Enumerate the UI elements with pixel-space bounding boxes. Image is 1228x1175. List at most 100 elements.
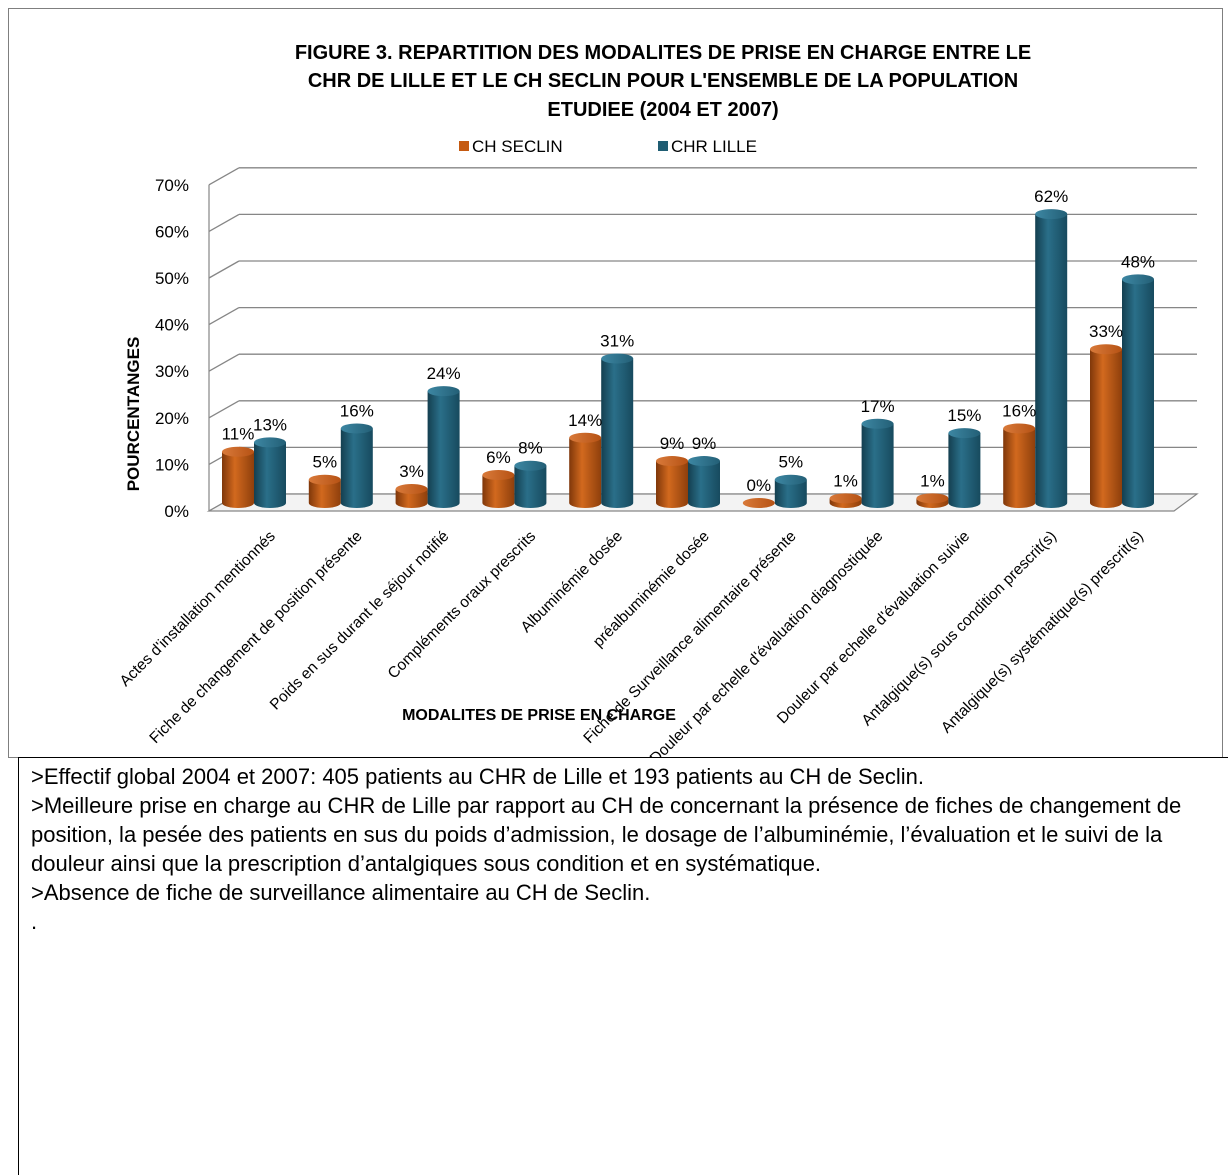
bar-body <box>395 489 428 508</box>
bar <box>861 418 894 508</box>
bar <box>395 484 428 508</box>
bar-body <box>601 358 634 508</box>
bar-top <box>601 353 634 364</box>
bar-body <box>514 465 547 508</box>
bar-top <box>688 456 720 467</box>
y-tick-label: 40% <box>155 316 189 335</box>
bar-top <box>482 470 515 481</box>
gridline-side <box>208 167 240 186</box>
bar <box>948 428 981 508</box>
bar <box>514 460 547 508</box>
bar-top <box>829 493 862 504</box>
chart-title-line-1: FIGURE 3. REPARTITION DES MODALITES DE P… <box>295 42 1031 64</box>
bar <box>308 474 341 508</box>
data-label: 3% <box>399 462 424 481</box>
bar <box>1122 274 1154 508</box>
data-label: 31% <box>600 332 634 351</box>
data-label: 48% <box>1121 252 1155 271</box>
bar <box>688 456 720 508</box>
bar-body <box>688 461 720 508</box>
note-absence-fiche: >Absence de fiche de surveillance alimen… <box>31 880 651 905</box>
bar-top <box>1090 344 1122 355</box>
bar <box>742 498 775 508</box>
bar <box>829 493 862 508</box>
y-axis: 0% 10% 20% 30% 40% 50% 60% 70% <box>155 176 189 521</box>
bar-top <box>861 418 894 429</box>
bar-top <box>1122 274 1154 285</box>
data-label: 1% <box>920 471 945 490</box>
data-label: 11% <box>222 425 255 444</box>
bar-chart: FIGURE 3. REPARTITION DES MODALITES DE P… <box>117 42 1199 767</box>
bar <box>482 470 515 508</box>
bar <box>222 446 254 508</box>
bar <box>601 353 634 508</box>
bar-top <box>254 437 286 448</box>
bar-top <box>1003 423 1036 434</box>
bar <box>1035 209 1068 508</box>
x-tick-label: Antalgique(s) sous condition prescrit(s) <box>859 528 1060 729</box>
data-label: 17% <box>861 397 895 416</box>
bar-top <box>222 446 254 457</box>
y-tick-label: 70% <box>155 176 189 195</box>
bar <box>569 432 602 508</box>
data-label: 16% <box>340 401 374 420</box>
data-label: 62% <box>1034 187 1068 206</box>
y-tick-label: 60% <box>155 222 189 241</box>
chart-frame: FIGURE 3. REPARTITION DES MODALITES DE P… <box>8 8 1223 767</box>
bar <box>916 493 949 508</box>
bar-body <box>254 442 286 508</box>
gridline-side <box>208 260 240 279</box>
data-label: 14% <box>568 411 602 430</box>
legend-swatch-lille <box>658 141 668 151</box>
data-label: 16% <box>1002 401 1036 420</box>
bar-body <box>774 479 807 508</box>
gridline-side <box>208 353 240 372</box>
bar-top <box>395 484 428 495</box>
note-meilleure-prise: >Meilleure prise en charge au CHR de Lil… <box>31 793 1182 876</box>
bar <box>1090 344 1122 508</box>
x-tick-label: Antalgique(s) systématique(s) prescrit(s… <box>938 528 1147 737</box>
bar-top <box>569 432 602 443</box>
y-tick-label: 10% <box>155 455 189 474</box>
bar-body <box>1035 214 1068 508</box>
bar <box>254 437 286 508</box>
data-label: 15% <box>947 406 981 425</box>
bar-top <box>774 474 807 485</box>
x-tick-label: Actes d'installation mentionnés <box>117 528 279 690</box>
bar-body <box>1122 279 1154 508</box>
x-tick-label: Poids en sus durant le séjour notifié <box>267 528 453 714</box>
notes-box: >Effectif global 2004 et 2007: 405 patie… <box>18 757 1228 1175</box>
data-label: 0% <box>747 476 772 495</box>
data-label: 1% <box>833 471 858 490</box>
y-tick-label: 30% <box>155 362 189 381</box>
data-label: 8% <box>518 439 543 458</box>
bar-top <box>742 498 775 508</box>
x-tick-label: Compléments oraux prescrits <box>385 528 540 683</box>
bar-top <box>948 428 981 439</box>
bar-body <box>1090 349 1122 508</box>
bar-body <box>340 428 373 508</box>
data-label: 33% <box>1089 322 1123 341</box>
chart-title-line-2: CHR DE LILLE ET LE CH SECLIN POUR L'ENSE… <box>308 70 1018 92</box>
chart-title-line-3: ETUDIEE (2004 ET 2007) <box>547 99 778 121</box>
bar <box>656 456 688 508</box>
bar-body <box>1003 428 1036 508</box>
bar-body <box>222 451 254 508</box>
bar-body <box>948 433 981 508</box>
legend-label-lille: CHR LILLE <box>671 137 757 156</box>
legend-label-seclin: CH SECLIN <box>472 137 563 156</box>
bar <box>774 474 807 508</box>
data-label: 13% <box>253 415 287 434</box>
bar-body <box>656 461 688 508</box>
chart-title: FIGURE 3. REPARTITION DES MODALITES DE P… <box>295 42 1031 121</box>
gridline-side <box>208 213 240 232</box>
bar-top <box>514 460 547 471</box>
bar <box>340 423 373 508</box>
data-labels: 11%13% 5% 16% 3% 24% 6% 8% 14% 31% 9% 9% 0% 5% 1% 17% 1… <box>222 187 1155 495</box>
bar-body <box>569 437 602 508</box>
bar <box>1003 423 1036 508</box>
bar-top <box>427 386 460 397</box>
bar-body <box>861 423 894 508</box>
bars <box>222 209 1154 508</box>
bar-top <box>656 456 688 467</box>
